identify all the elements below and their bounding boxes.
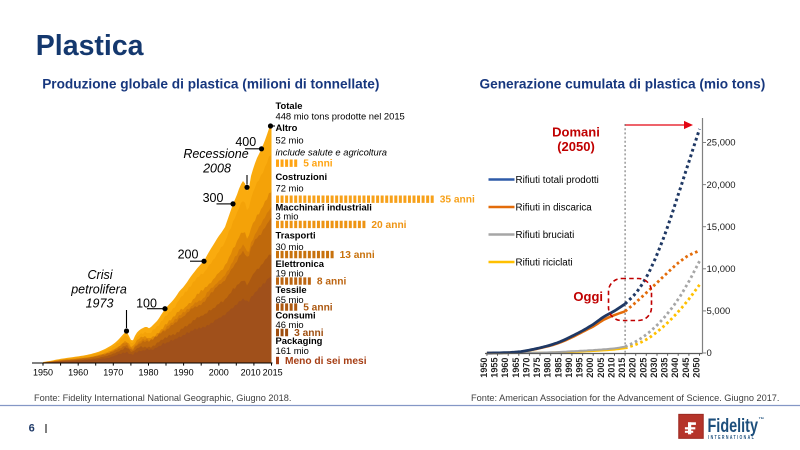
svg-text:Rifiuti in discarica: Rifiuti in discarica [516,203,593,214]
svg-text:Meno di sei mesi: Meno di sei mesi [285,356,367,367]
svg-text:1995: 1995 [575,358,585,378]
svg-text:2050: 2050 [692,358,702,378]
svg-text:0: 0 [707,348,712,359]
svg-text:Fonte: American Association fo: Fonte: American Association for the Adva… [471,393,779,403]
svg-text:2015: 2015 [617,358,627,378]
svg-text:1960: 1960 [500,358,510,378]
svg-text:1965: 1965 [511,358,521,378]
svg-text:30 mio: 30 mio [276,241,304,252]
svg-text:8 anni: 8 anni [317,277,347,288]
svg-text:1973: 1973 [86,296,114,310]
svg-text:2000: 2000 [209,368,229,378]
svg-text:3 mio: 3 mio [276,211,299,222]
svg-text:petrolifera: petrolifera [70,283,127,297]
svg-text:5 anni: 5 anni [303,159,333,170]
svg-text:Costruzioni: Costruzioni [276,171,328,182]
svg-text:1955: 1955 [490,358,500,378]
svg-text:2015: 2015 [263,368,283,378]
svg-text:Rifiuti bruciati: Rifiuti bruciati [516,230,575,241]
svg-text:Elettronica: Elettronica [276,258,325,269]
svg-text:2010: 2010 [607,358,617,378]
svg-text:20,000: 20,000 [707,180,736,191]
svg-text:72 mio: 72 mio [276,183,304,194]
svg-text:46 mio: 46 mio [276,319,304,330]
svg-text:19 mio: 19 mio [276,268,304,279]
svg-text:include salute e agricoltura: include salute e agricoltura [276,147,388,158]
svg-text:1950: 1950 [479,358,489,378]
svg-text:100: 100 [136,296,157,310]
svg-text:2030: 2030 [649,358,659,378]
svg-text:2005: 2005 [596,358,606,378]
svg-text:10,000: 10,000 [707,264,736,275]
svg-text:Altro: Altro [276,122,298,133]
svg-text:35 anni: 35 anni [440,195,475,206]
svg-text:13 anni: 13 anni [340,250,375,261]
svg-text:300: 300 [203,191,224,205]
svg-text:25,000: 25,000 [707,138,736,149]
svg-text:2020: 2020 [628,358,638,378]
svg-text:Plastica: Plastica [36,30,145,62]
svg-text:Tessile: Tessile [276,284,307,295]
svg-text:5,000: 5,000 [707,306,731,317]
svg-text:2025: 2025 [638,358,648,378]
svg-text:1990: 1990 [564,358,574,378]
svg-text:2045: 2045 [681,358,691,378]
svg-text:400: 400 [235,135,256,149]
svg-text:161 mio: 161 mio [276,345,309,356]
svg-text:2008: 2008 [202,161,231,175]
svg-text:15,000: 15,000 [707,222,736,233]
svg-text:Domani: Domani [552,125,600,140]
svg-text:Packaging: Packaging [276,335,323,346]
svg-text:1950: 1950 [33,368,53,378]
svg-text:(2050): (2050) [557,139,595,154]
svg-text:INTERNATIONAL: INTERNATIONAL [708,435,755,441]
svg-text:1970: 1970 [521,358,531,378]
svg-text:1970: 1970 [103,368,123,378]
svg-text:52 mio: 52 mio [276,135,304,146]
svg-text:1960: 1960 [68,368,88,378]
svg-text:Recessione: Recessione [183,147,248,161]
svg-text:Generazione cumulata di plasti: Generazione cumulata di plastica (mio to… [480,77,766,92]
svg-text:20 anni: 20 anni [371,220,406,231]
svg-text:3 anni: 3 anni [294,328,324,339]
svg-text:Macchinari industriali: Macchinari industriali [276,202,372,213]
svg-text:448 mio tons prodotte nel 2015: 448 mio tons prodotte nel 2015 [276,111,405,122]
svg-text:Rifiuti riciclati: Rifiuti riciclati [516,258,573,269]
svg-text:6: 6 [29,423,35,435]
svg-text:2010: 2010 [241,368,261,378]
svg-text:65 mio: 65 mio [276,294,304,305]
svg-text:Produzione globale di plastica: Produzione globale di plastica (milioni … [42,77,379,92]
svg-text:5 anni: 5 anni [303,303,333,314]
svg-text:2035: 2035 [660,358,670,378]
svg-text:Trasporti: Trasporti [276,230,316,241]
svg-text:1980: 1980 [138,368,158,378]
svg-text:Fonte: Fidelity International: Fonte: Fidelity International National G… [34,393,291,403]
svg-text:Oggi: Oggi [573,289,603,304]
svg-text:2040: 2040 [670,358,680,378]
svg-text:Crisi: Crisi [88,268,114,282]
svg-text:200: 200 [178,248,199,262]
svg-text:1975: 1975 [532,358,542,378]
svg-text:Consumi: Consumi [276,310,316,321]
svg-text:™: ™ [759,417,765,423]
svg-text:1980: 1980 [543,358,553,378]
svg-text:Totale: Totale [276,100,303,111]
svg-text:2000: 2000 [585,358,595,378]
svg-text:Rifiuti totali prodotti: Rifiuti totali prodotti [516,175,599,186]
svg-text:Fidelity: Fidelity [708,415,759,437]
svg-text:1990: 1990 [174,368,194,378]
svg-text:1985: 1985 [553,358,563,378]
